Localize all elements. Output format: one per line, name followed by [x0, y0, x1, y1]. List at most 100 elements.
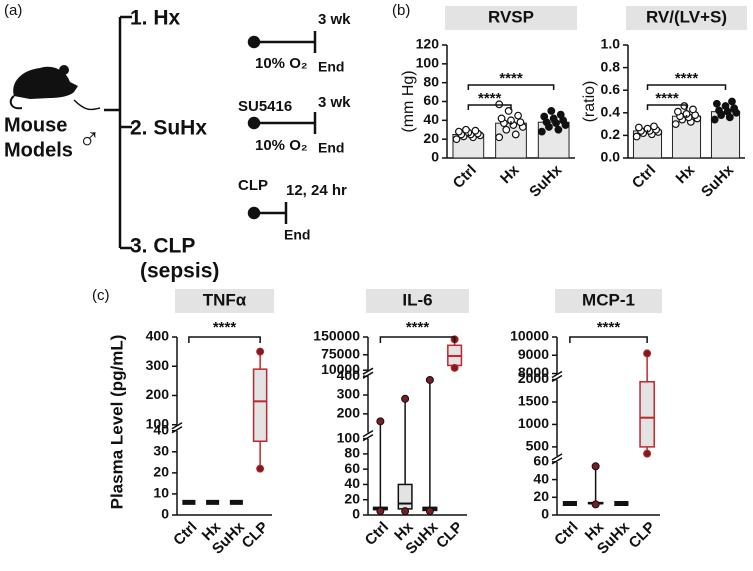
data-point — [650, 122, 658, 131]
y-tick-label: 80 — [344, 445, 360, 461]
y-tick-label: 30 — [153, 442, 169, 458]
data-point — [497, 114, 506, 123]
y-tick-label: 40 — [533, 470, 549, 486]
significance-bracket — [467, 84, 555, 90]
whisker-end — [256, 347, 265, 356]
data-point — [511, 130, 520, 139]
y-axis-label: (ratio) — [581, 81, 598, 123]
y-tick-label: 0 — [541, 506, 549, 522]
title-background — [445, 6, 577, 30]
title-background — [626, 6, 747, 30]
y-tick-label: 8000 — [518, 364, 549, 380]
whisker-end — [450, 363, 459, 372]
data-point — [514, 111, 522, 120]
schematic-subject: Mouse — [4, 114, 67, 136]
x-tick-label: Ctrl — [170, 519, 200, 549]
significance-bracket — [569, 336, 648, 343]
panel-label: (c) — [92, 287, 110, 304]
whisker-end — [591, 500, 600, 509]
title-background — [175, 289, 274, 313]
y-tick-label: 0.4 — [601, 104, 621, 120]
condition: 10% O₂ — [255, 55, 308, 72]
y-tick-label: 60 — [423, 92, 439, 108]
y-tick-label: 2000 — [518, 370, 549, 386]
data-point — [502, 125, 511, 134]
axis-break — [362, 371, 374, 379]
significance-label: **** — [655, 90, 679, 107]
whisker-end — [401, 507, 410, 516]
data-point — [547, 107, 556, 115]
data-point — [689, 105, 697, 114]
data-point — [728, 97, 736, 106]
data-point — [495, 133, 504, 142]
data-point — [462, 125, 470, 134]
axis-break — [171, 422, 183, 430]
significance-bracket — [646, 84, 727, 90]
axis-break — [171, 426, 183, 434]
panel-label: (b) — [392, 2, 410, 19]
axis-break — [551, 370, 563, 379]
significance-bracket — [467, 104, 512, 110]
end-label: End — [284, 227, 310, 243]
y-tick-label: 0.8 — [601, 58, 621, 74]
significance-label: **** — [597, 319, 621, 336]
significance-label: **** — [499, 70, 523, 87]
y-tick-label: 0 — [161, 506, 169, 522]
y-tick-label: 9000 — [518, 346, 549, 362]
y-tick-label: 500 — [526, 438, 550, 454]
y-tick-label: 40 — [344, 475, 360, 491]
title-background — [366, 289, 469, 313]
whisker-end — [425, 507, 434, 516]
timeline-arrows — [247, 31, 317, 224]
y-axis-label: Plasma Level (pg/mL) — [107, 335, 126, 510]
mouse-icon — [9, 65, 101, 111]
data-point — [516, 118, 525, 127]
y-tick-label: 200 — [146, 386, 170, 402]
data-point — [715, 106, 723, 115]
chart-title: RVSP — [488, 7, 534, 26]
y-tick-label: 300 — [146, 357, 170, 373]
y-tick-label: 300 — [337, 386, 361, 402]
duration: 3 wk — [318, 11, 351, 28]
y-tick-label: 0.2 — [601, 126, 621, 142]
significance-bracket — [188, 336, 261, 343]
data-point — [452, 135, 461, 144]
significance-bracket — [646, 104, 688, 110]
whisker-end — [425, 375, 434, 384]
whisker-end — [643, 349, 652, 358]
data-point — [554, 125, 563, 134]
y-tick-label: 0.0 — [601, 149, 621, 165]
axis-break — [362, 429, 374, 438]
box — [252, 368, 268, 443]
y-tick-label: 100 — [416, 55, 440, 71]
chart-title: TNFα — [203, 290, 247, 309]
significance-label: **** — [213, 319, 237, 336]
axis-break — [551, 457, 563, 465]
whisker-end — [643, 449, 652, 458]
data-point — [634, 123, 643, 132]
chart-title: IL-6 — [402, 290, 432, 309]
drug: SU5416 — [238, 98, 292, 115]
data-point — [712, 99, 721, 108]
y-tick-label: 20 — [153, 464, 169, 480]
end-label: End — [318, 59, 344, 75]
condition: 10% O₂ — [255, 137, 308, 154]
x-tick-label: Ctrl — [551, 519, 581, 549]
y-tick-label: 1500 — [518, 393, 549, 409]
panel-label: (a) — [4, 2, 22, 19]
data-point — [673, 107, 682, 116]
sex-symbol: ♂ — [78, 123, 101, 156]
model-name: 2. SuHx — [130, 117, 207, 140]
y-tick-label: 0 — [431, 149, 439, 165]
y-tick-label: 100 — [337, 429, 361, 445]
y-tick-label: 75000 — [321, 345, 360, 361]
y-tick-label: 1.0 — [601, 36, 621, 52]
chart-title: RV/(LV+S) — [646, 7, 727, 26]
axis-break — [551, 374, 563, 383]
y-tick-label: 0 — [352, 506, 360, 522]
whisker-end — [591, 462, 600, 471]
model-note: (sepsis) — [140, 260, 219, 283]
y-tick-label: 200 — [337, 405, 361, 421]
chart-title: MCP-1 — [582, 290, 635, 309]
